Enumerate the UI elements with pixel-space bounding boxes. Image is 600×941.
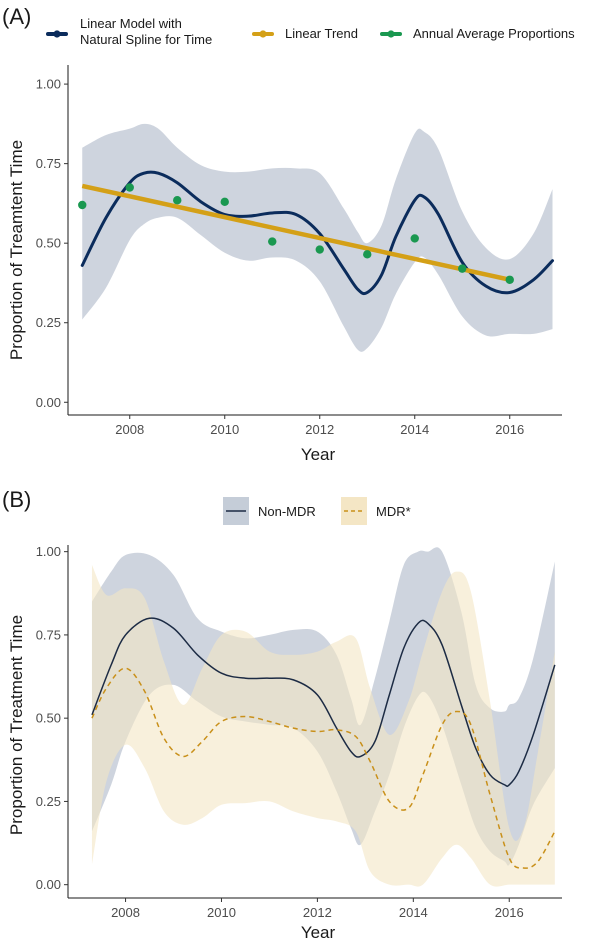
legend-b-nonmdr-label: Non-MDR (258, 504, 316, 519)
panel-a-y-tick-label: 0.50 (36, 236, 61, 251)
series-b-nonmdr-line (91, 617, 556, 787)
legend-b-mdr-label: MDR* (376, 504, 411, 519)
legend-a-points-label: Annual Average Proportions (413, 26, 575, 41)
series-a-annual-average-point (173, 196, 182, 205)
panel-b-letter: (B) (2, 487, 31, 512)
legend-a-spline-label-2: Natural Spline for Time (80, 32, 212, 47)
panel-b-y-tick-label: 0.25 (36, 794, 61, 809)
panel-b-x-tick-label: 2014 (399, 905, 428, 920)
panel-a-y-tick-label: 1.00 (36, 77, 61, 92)
panel-a-x-tick-label: 2016 (495, 422, 524, 437)
series-a-annual-average-point (268, 237, 277, 246)
panel-b-x-axis-title: Year (301, 923, 336, 941)
panel-a-y-tick-label: 0.00 (36, 395, 61, 410)
series-b-mdr-confidence-band (91, 564, 555, 887)
legend-b-mdr: MDR* (341, 497, 411, 525)
series-a-annual-average-point (220, 197, 229, 207)
panel-a-y-tick-label: 0.25 (36, 315, 61, 330)
legend-a-points-swatch-point (387, 30, 395, 38)
panel-a-letter: (A) (2, 4, 31, 29)
panel-b-plot-area: 0.00 0.25 0.50 0.75 1.00 2008 2010 2012 2014 2016 (36, 544, 562, 920)
legend-b-nonmdr: Non-MDR (223, 497, 316, 525)
panel-a-x-tick-label: 2012 (305, 422, 334, 437)
legend-a-trend-swatch-point (259, 30, 267, 38)
series-a-annual-average-point (410, 234, 419, 243)
series-a-annual-average-point (125, 183, 134, 192)
panel-a-x-tick-label: 2010 (210, 422, 239, 437)
panel-b-x-tick-label: 2016 (495, 905, 524, 920)
legend-a-trend-label: Linear Trend (285, 26, 358, 41)
panel-b-y-tick-label: 0.50 (36, 711, 61, 726)
panel-a-legend: Linear Model with Natural Spline for Tim… (46, 16, 575, 47)
panel-a-plot-area: 0.00 0.25 0.50 0.75 1.00 2008 2010 2012 2014 2016 (36, 65, 562, 437)
legend-a-spline-label-1: Linear Model with (80, 16, 182, 31)
panel-a-y-tick-label: 0.75 (36, 156, 61, 171)
panel-b-y-tick-label: 0.00 (36, 877, 61, 892)
panel-a-y-axis-title: Proportion of Treamtent Time (7, 140, 26, 360)
legend-a-spline-swatch-point (53, 30, 61, 38)
panel-a-x-tick-label: 2014 (400, 422, 429, 437)
panel-a-x-tick-label: 2008 (115, 422, 144, 437)
legend-a-trend: Linear Trend (252, 26, 358, 41)
panel-b-x-tick-label: 2008 (111, 905, 140, 920)
series-b-mdr-line (91, 667, 556, 869)
panel-b-y-tick-label: 0.75 (36, 627, 61, 642)
series-a-linear-trend-line (81, 183, 511, 282)
panel-b-legend: Non-MDR MDR* (223, 497, 411, 525)
panel-b: (B) Non-MDR MDR* 0.00 0.25 0.50 0.75 1.00 200… (2, 487, 562, 941)
panel-b-y-axis-title: Proportion of Treatment Time (7, 615, 26, 835)
series-a-annual-average-point (505, 275, 514, 284)
series-a-spline-line (80, 170, 554, 296)
panel-b-y-tick-label: 1.00 (36, 544, 61, 559)
series-a-annual-average-point (315, 245, 324, 254)
series-a-annual-average-point (458, 264, 467, 273)
panel-b-x-tick-label: 2010 (207, 905, 236, 920)
panel-b-x-tick-label: 2012 (303, 905, 332, 920)
panel-a: (A) Linear Model with Natural Spline for… (2, 4, 575, 464)
legend-a-points: Annual Average Proportions (380, 26, 575, 41)
panel-a-x-axis-title: Year (301, 445, 336, 464)
legend-a-spline: Linear Model with Natural Spline for Tim… (46, 16, 212, 47)
series-a-annual-average-point (78, 200, 87, 210)
series-a-annual-average-point (363, 250, 372, 259)
